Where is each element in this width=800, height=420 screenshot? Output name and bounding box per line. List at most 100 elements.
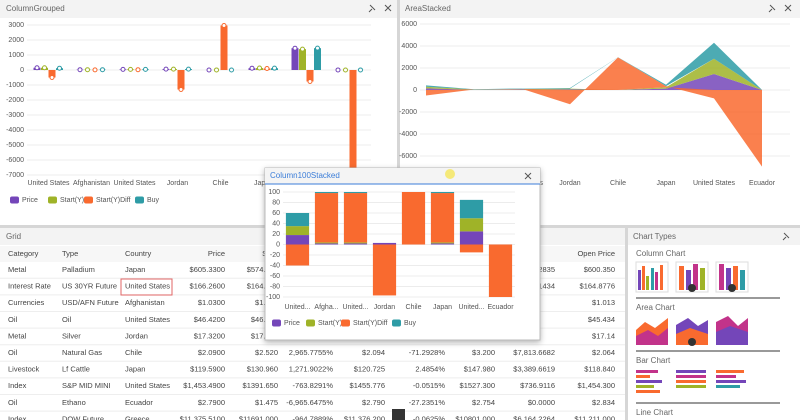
cell[interactable]: Ecuador	[125, 398, 153, 407]
cell[interactable]: $1527.300	[460, 381, 495, 390]
column-header[interactable]: Open Price	[577, 249, 615, 258]
cell[interactable]: $45.434	[588, 315, 615, 324]
pin-icon[interactable]	[782, 232, 790, 241]
cell[interactable]: $2.064	[592, 348, 615, 357]
cell[interactable]: Jordan	[125, 331, 148, 340]
cell[interactable]: Silver	[62, 331, 81, 340]
cell[interactable]: US 30YR Future	[62, 282, 117, 291]
cell[interactable]: $600.350	[584, 265, 615, 274]
cell[interactable]: $10801.000	[455, 414, 495, 420]
cell[interactable]: Japan	[125, 265, 145, 274]
cell[interactable]: United States	[125, 381, 170, 390]
cell[interactable]: $2.754	[472, 398, 495, 407]
cell[interactable]: United States	[125, 282, 170, 291]
bar-segment	[372, 242, 397, 245]
cell[interactable]: -763.8291%	[293, 381, 334, 390]
cell[interactable]: Metal	[8, 265, 27, 274]
cell[interactable]: $46.4200	[194, 315, 225, 324]
cell[interactable]: Oil	[8, 398, 18, 407]
cell[interactable]: $1,454.300	[577, 381, 615, 390]
cell[interactable]: $11,376.200	[344, 414, 385, 420]
cell[interactable]: $120.725	[354, 365, 385, 374]
column-header[interactable]: Country	[125, 249, 152, 258]
cell[interactable]: Lf Cattle	[62, 365, 90, 374]
cell[interactable]: $1.013	[592, 298, 615, 307]
cell[interactable]: $1455.776	[350, 381, 385, 390]
cell[interactable]: 2.4854%	[415, 365, 445, 374]
cell[interactable]: Oil	[8, 315, 18, 324]
cell[interactable]: Afghanistan	[125, 298, 165, 307]
cell[interactable]: -6,965.6475%	[286, 398, 333, 407]
cell[interactable]: $1.0300	[198, 298, 225, 307]
cell[interactable]: Index	[8, 381, 27, 390]
cell[interactable]: Palladium	[62, 265, 95, 274]
column-header[interactable]: Price	[208, 249, 225, 258]
cell[interactable]: 2,965.7755%	[289, 348, 334, 357]
cell[interactable]: $2.790	[362, 398, 385, 407]
cell[interactable]: $3.200	[472, 348, 495, 357]
bar-thumbnails[interactable]	[636, 370, 746, 393]
cell[interactable]: $7,813.6682	[513, 348, 555, 357]
cell[interactable]: $11,211.000	[574, 414, 615, 420]
panel-icons[interactable]	[768, 4, 792, 13]
cell[interactable]: 1,271.9022%	[289, 365, 334, 374]
cell[interactable]: -0.0515%	[413, 381, 445, 390]
cell[interactable]: $2.520	[255, 348, 278, 357]
cell[interactable]: USD/AFN Future	[62, 298, 119, 307]
cell[interactable]: $2.7900	[198, 398, 225, 407]
cell[interactable]: $11,375.5100	[180, 414, 225, 420]
cell[interactable]: -964.7889%	[293, 414, 334, 420]
cell[interactable]: Oil	[8, 348, 18, 357]
cell[interactable]: Chile	[125, 348, 142, 357]
cell[interactable]: Natural Gas	[62, 348, 102, 357]
cell[interactable]: -0.0625%	[413, 414, 445, 420]
cell[interactable]: $164.8776	[580, 282, 615, 291]
cell[interactable]: $0.0000	[528, 398, 555, 407]
cell[interactable]: Interest Rate	[8, 282, 51, 291]
cell[interactable]: $2.094	[362, 348, 385, 357]
cell[interactable]: $605.3300	[190, 265, 225, 274]
cell[interactable]: Index	[8, 414, 27, 420]
cell[interactable]: Metal	[8, 331, 27, 340]
panel-header	[400, 0, 800, 18]
column-header[interactable]: Category	[8, 249, 39, 258]
grid-icon[interactable]	[392, 409, 405, 420]
close-icon[interactable]	[524, 172, 532, 180]
cell[interactable]: $6,164.2264	[513, 414, 555, 420]
cell[interactable]: Ethano	[62, 398, 86, 407]
cell[interactable]: $1391.650	[243, 381, 278, 390]
area-thumbnails[interactable]	[636, 316, 748, 346]
column-header[interactable]: Type	[62, 249, 78, 258]
cell[interactable]: $130.960	[247, 365, 278, 374]
cell[interactable]: $119.5900	[190, 365, 225, 374]
cell[interactable]: $3,389.6619	[513, 365, 555, 374]
cell[interactable]: Currencies	[8, 298, 45, 307]
cell[interactable]: Oil	[62, 315, 72, 324]
cell[interactable]: $1,453.4900	[183, 381, 225, 390]
cell[interactable]: $11691.000	[239, 414, 278, 420]
cell[interactable]: $17.3200	[194, 331, 225, 340]
column-thumbnails[interactable]	[635, 261, 749, 293]
cell[interactable]: $46.480	[251, 315, 278, 324]
cell[interactable]: $17.14	[592, 331, 615, 340]
cell[interactable]: Greece	[125, 414, 150, 420]
cell[interactable]: $164.620	[247, 282, 278, 291]
cell[interactable]: -27.2351%	[409, 398, 446, 407]
cell[interactable]: $166.2600	[190, 282, 225, 291]
cell[interactable]: $118.840	[584, 365, 615, 374]
cell[interactable]: DOW Future	[62, 414, 104, 420]
cell[interactable]: $1.475	[255, 398, 278, 407]
cell[interactable]: $736.9116	[520, 381, 555, 390]
cell[interactable]: $17.260	[251, 331, 278, 340]
panel-icons[interactable]	[368, 4, 392, 13]
grid-tab[interactable]: Grid	[6, 232, 21, 241]
cell[interactable]: S&P MID MINI	[62, 381, 111, 390]
cell[interactable]: Japan	[125, 365, 145, 374]
cell[interactable]: Livestock	[8, 365, 40, 374]
cell[interactable]: $2.0900	[198, 348, 225, 357]
cell[interactable]: -71.2928%	[409, 348, 446, 357]
cell[interactable]: $574.460	[247, 265, 278, 274]
cell[interactable]: United States	[125, 315, 170, 324]
cell[interactable]: $2.834	[592, 398, 615, 407]
cell[interactable]: $147.980	[464, 365, 495, 374]
